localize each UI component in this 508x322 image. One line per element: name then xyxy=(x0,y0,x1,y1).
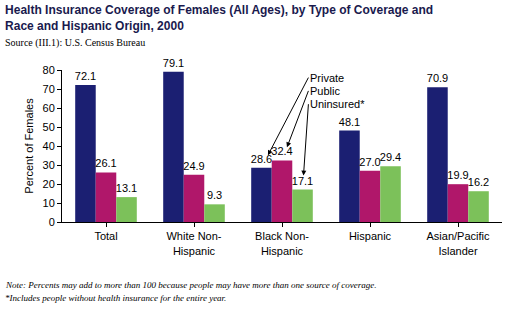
svg-text:10: 10 xyxy=(43,197,55,209)
svg-text:28.6: 28.6 xyxy=(251,153,272,165)
svg-text:13.1: 13.1 xyxy=(116,182,137,194)
svg-text:0: 0 xyxy=(49,216,55,228)
svg-text:19.9: 19.9 xyxy=(447,169,468,181)
svg-text:Public: Public xyxy=(310,85,340,97)
svg-text:Asian/PacificIslander: Asian/PacificIslander xyxy=(427,230,490,256)
svg-text:70.9: 70.9 xyxy=(427,72,448,84)
svg-text:Health Insurance Coverage of F: Health Insurance Coverage of Females (Al… xyxy=(5,3,433,33)
svg-text:27.0: 27.0 xyxy=(359,156,380,168)
svg-text:72.1: 72.1 xyxy=(75,70,96,82)
svg-text:70: 70 xyxy=(43,83,55,95)
svg-text:20: 20 xyxy=(43,178,55,190)
svg-text:26.1: 26.1 xyxy=(95,157,116,169)
svg-text:Private: Private xyxy=(310,72,344,84)
svg-text:Black Non-Hispanic: Black Non-Hispanic xyxy=(255,230,309,256)
svg-text:79.1: 79.1 xyxy=(163,57,184,69)
svg-text:50: 50 xyxy=(43,121,55,133)
svg-text:White Non-Hispanic: White Non-Hispanic xyxy=(166,230,221,256)
svg-text:17.1: 17.1 xyxy=(292,175,313,187)
svg-text:40: 40 xyxy=(43,140,55,152)
svg-text:24.9: 24.9 xyxy=(183,160,204,172)
svg-text:29.4: 29.4 xyxy=(380,151,401,163)
svg-text:80: 80 xyxy=(43,64,55,76)
svg-text:32.4: 32.4 xyxy=(271,145,292,157)
svg-text:Total: Total xyxy=(94,230,117,242)
svg-text:30: 30 xyxy=(43,159,55,171)
svg-text:9.3: 9.3 xyxy=(207,189,222,201)
svg-text:*Includes people without healt: *Includes people without health insuranc… xyxy=(5,293,226,303)
svg-text:Note: Percents may add to more: Note: Percents may add to more than 100 … xyxy=(5,280,377,290)
svg-text:Percent of Females: Percent of Females xyxy=(23,98,35,194)
svg-text:60: 60 xyxy=(43,102,55,114)
svg-text:Uninsured*: Uninsured* xyxy=(310,98,365,110)
svg-text:Hispanic: Hispanic xyxy=(349,230,392,242)
svg-text:16.2: 16.2 xyxy=(468,176,489,188)
svg-text:Source (III.1): U.S. Census Bu: Source (III.1): U.S. Census Bureau xyxy=(5,37,145,49)
svg-text:48.1: 48.1 xyxy=(339,116,360,128)
